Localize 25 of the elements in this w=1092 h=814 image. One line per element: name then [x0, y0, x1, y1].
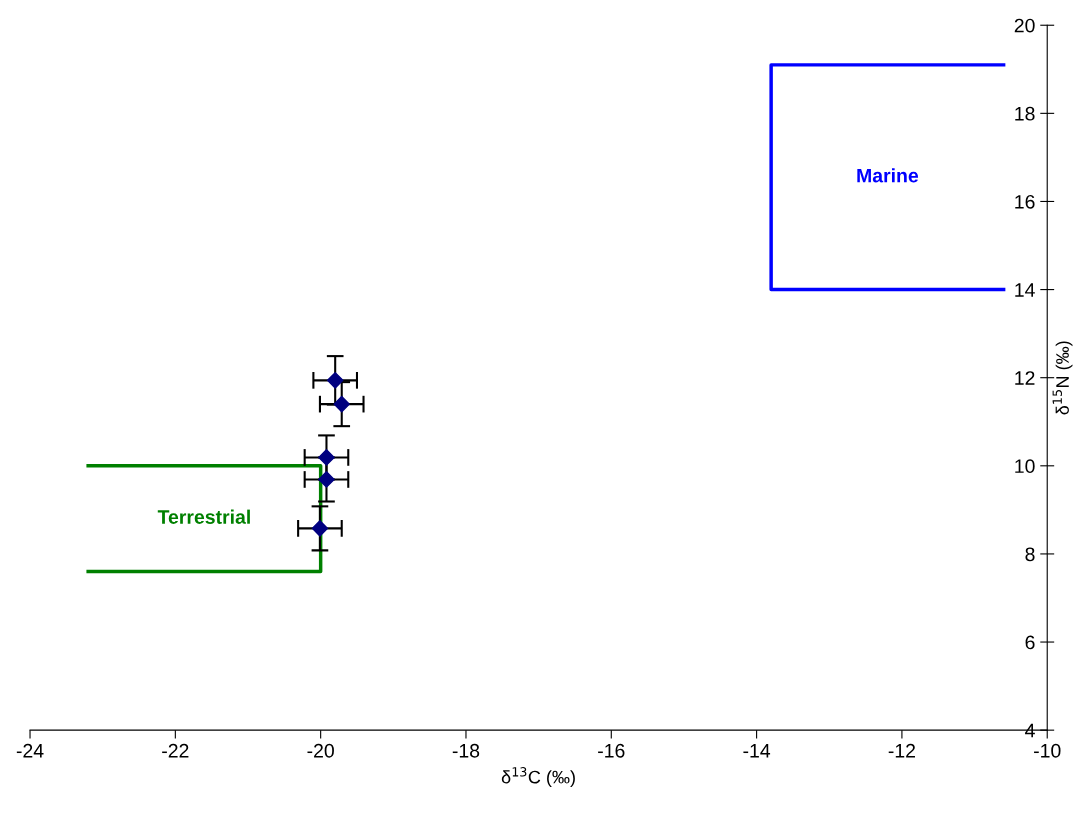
y-tick-label: 18: [1015, 106, 1035, 121]
point: [311, 520, 329, 537]
y-tick-label: 10: [1015, 459, 1035, 474]
x-tick-label: -16: [598, 743, 625, 758]
text: Marine: [857, 168, 919, 183]
point: [318, 449, 335, 466]
y-tick-label: 6: [1025, 635, 1035, 650]
text: Terrestrial: [157, 509, 250, 524]
point: [333, 395, 351, 413]
x-tick-label: -10: [1034, 743, 1061, 758]
y-axis-title: δ$^{15}$N (‰): [1052, 341, 1073, 415]
y-tick-label: 20: [1014, 18, 1035, 33]
x-axis-title: δ$^{13}$C (‰): [501, 767, 575, 788]
y-tick-label: 14: [1015, 283, 1035, 297]
x-tick-label: -18: [452, 743, 480, 758]
y-tick-label: 8: [1025, 547, 1035, 562]
x-tick-label: -14: [743, 744, 771, 758]
point: [326, 372, 344, 389]
x-tick-label: -24: [16, 743, 44, 758]
x-tick-label: -22: [162, 743, 189, 758]
y-tick-label: 16: [1015, 194, 1035, 209]
point: [318, 471, 335, 488]
x-tick-label: -20: [307, 743, 334, 758]
x-tick-label: -12: [888, 743, 915, 758]
y-tick-label: 12: [1015, 371, 1035, 385]
